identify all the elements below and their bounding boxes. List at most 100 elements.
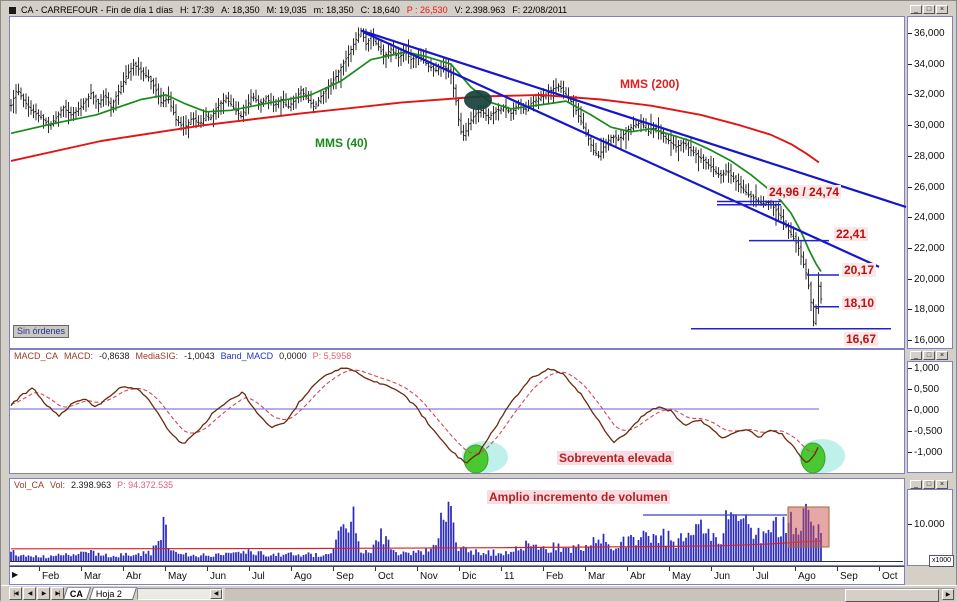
time-axis: ▶ Feb Mar Abr May Jun Jul Ago Sep Oct Nov Dic 11 Feb… (9, 566, 905, 585)
volume-window-controls: _ □ × (910, 480, 952, 490)
text-segment: P: 94.372.535 (117, 480, 174, 490)
volume-y-axis: 10.000 (907, 489, 953, 566)
tab-hoja2-label: Hoja 2 (95, 589, 122, 599)
tab-scrollbar[interactable]: ◀ (137, 588, 223, 600)
y-axis-label: 32,000 (914, 89, 945, 101)
x-axis-tick (795, 567, 796, 571)
x-axis-tick (627, 567, 628, 571)
macd-indicator-header: MACD_CA MACD: -0,8638 MediaSIG: -1,0043 Band_… (14, 351, 357, 361)
x-axis-label: Mar (84, 571, 102, 582)
minimize-icon[interactable]: _ (910, 5, 922, 14)
x-axis-tick (543, 567, 544, 571)
axis-tick (908, 410, 912, 411)
axis-tick (908, 155, 912, 157)
y-axis-label: 0,000 (914, 405, 940, 416)
axis-tick (908, 278, 912, 280)
x-axis-tick (249, 567, 250, 571)
macd-plot-area[interactable] (9, 349, 905, 474)
axis-tick (908, 125, 912, 127)
x-axis-tick (123, 567, 124, 571)
axis-tick (908, 63, 912, 65)
x-axis-label: Jun (210, 571, 227, 582)
macd-minimize-icon[interactable]: _ (910, 351, 922, 360)
maximize-icon[interactable]: □ (923, 5, 935, 14)
text-segment: MACD_CA (14, 351, 59, 361)
y-axis-label: 34,000 (914, 58, 945, 70)
axis-tick (908, 431, 912, 432)
text-segment: P: 5,5958 (312, 351, 352, 361)
y-axis-label: 28,000 (914, 150, 945, 162)
y-axis-label: 24,000 (914, 212, 945, 224)
text-segment: M: 19,035 (266, 5, 307, 15)
x-axis-tick (711, 567, 712, 571)
volume-close-icon[interactable]: × (936, 480, 948, 489)
y-axis-label: -1,000 (914, 447, 943, 458)
axis-tick (908, 33, 912, 34)
macd-window-controls: _ □ × (910, 351, 952, 361)
sheet-tab-bar: |◀ ◀ ▶ ▶| CA Hoja 2 ◀ ▶ (1, 585, 957, 602)
price-plot-area[interactable] (9, 16, 905, 349)
axis-tick (908, 247, 912, 249)
text-segment: F: 22/08/2011 (512, 5, 568, 15)
macd-close-icon[interactable]: × (936, 351, 948, 360)
x-axis-label: Jun (714, 571, 731, 582)
text-segment: Vol_CA (14, 480, 45, 490)
text-segment: C: 18,640 (360, 5, 400, 15)
text-segment: MACD: (64, 351, 94, 361)
text-segment: -0,8638 (99, 351, 130, 361)
x-axis-label: Sep (336, 571, 354, 582)
x-axis-label: Abr (630, 571, 646, 582)
x-axis-tick (837, 567, 838, 571)
text-segment: V: 2.398.963 (454, 5, 506, 15)
x-axis-label: Ago (294, 571, 312, 582)
macd-maximize-icon[interactable]: □ (923, 351, 935, 360)
x-axis-tick (501, 567, 502, 571)
y-axis-label: 18,000 (914, 304, 945, 316)
axis-marker-icon: ▶ (12, 570, 19, 579)
y-axis-label: 20,000 (914, 273, 945, 285)
x-axis-tick (207, 567, 208, 571)
volume-maximize-icon[interactable]: □ (923, 480, 935, 489)
price-y-axis: 36,000 34,000 32,000 30,000 28,000 26,000 24,0… (907, 16, 953, 349)
window-titlebar[interactable]: CA - CARREFOUR - Fin de día 1 días H: 17:… (9, 4, 899, 16)
tab-hoja2[interactable]: Hoja 2 (88, 587, 138, 600)
x-axis-label: Ago (798, 571, 816, 582)
scroll-right-icon[interactable]: ▶ (942, 589, 954, 600)
tab-ca[interactable]: CA (62, 587, 92, 600)
y-axis-label: 26,000 (914, 181, 945, 193)
x-axis-label: Sep (840, 571, 858, 582)
no-orders-chip[interactable]: Sin órdenes (13, 325, 70, 338)
macd-y-axis: 1,000 0,500 0,000 -0,500 -1,000 (907, 361, 953, 473)
last-sheet-button[interactable]: ▶| (51, 587, 64, 600)
y-axis-label: 10.000 (914, 519, 945, 530)
x-axis-tick (417, 567, 418, 571)
text-segment: CA - CARREFOUR - Fin de día 1 días (21, 5, 174, 15)
x-axis-label: May (672, 571, 691, 582)
text-segment: 0,0000 (279, 351, 307, 361)
x-axis-tick (333, 567, 334, 571)
x-axis-label: May (168, 571, 187, 582)
tab-scroll-left-icon[interactable]: ◀ (210, 589, 222, 599)
volume-indicator-header: Vol_CA Vol: 2.398.963 P: 94.372.535 (14, 480, 179, 490)
volume-minimize-icon[interactable]: _ (910, 480, 922, 489)
x-axis-label: Feb (42, 571, 60, 582)
first-sheet-button[interactable]: |◀ (9, 587, 22, 600)
prev-sheet-button[interactable]: ◀ (23, 587, 36, 600)
scrollbar-thumb[interactable] (845, 589, 939, 602)
y-axis-label: -0,500 (914, 426, 943, 437)
text-segment: A: 18,350 (221, 5, 260, 15)
y-axis-label: 16,000 (914, 335, 945, 346)
volume-plot-area[interactable] (9, 478, 905, 566)
axis-tick (908, 186, 912, 188)
horizontal-scrollbar[interactable]: ▶ (225, 588, 955, 602)
close-icon[interactable]: × (936, 5, 948, 14)
next-sheet-button[interactable]: ▶ (37, 587, 50, 600)
x-axis-label: Oct (378, 571, 394, 582)
x-axis-label: Jul (252, 571, 265, 582)
window-menu-icon[interactable] (9, 6, 16, 14)
y-axis-label: 30,000 (914, 120, 945, 132)
y-axis-label: 36,000 (914, 28, 945, 39)
x-axis-tick (585, 567, 586, 571)
x-axis-tick (459, 567, 460, 571)
